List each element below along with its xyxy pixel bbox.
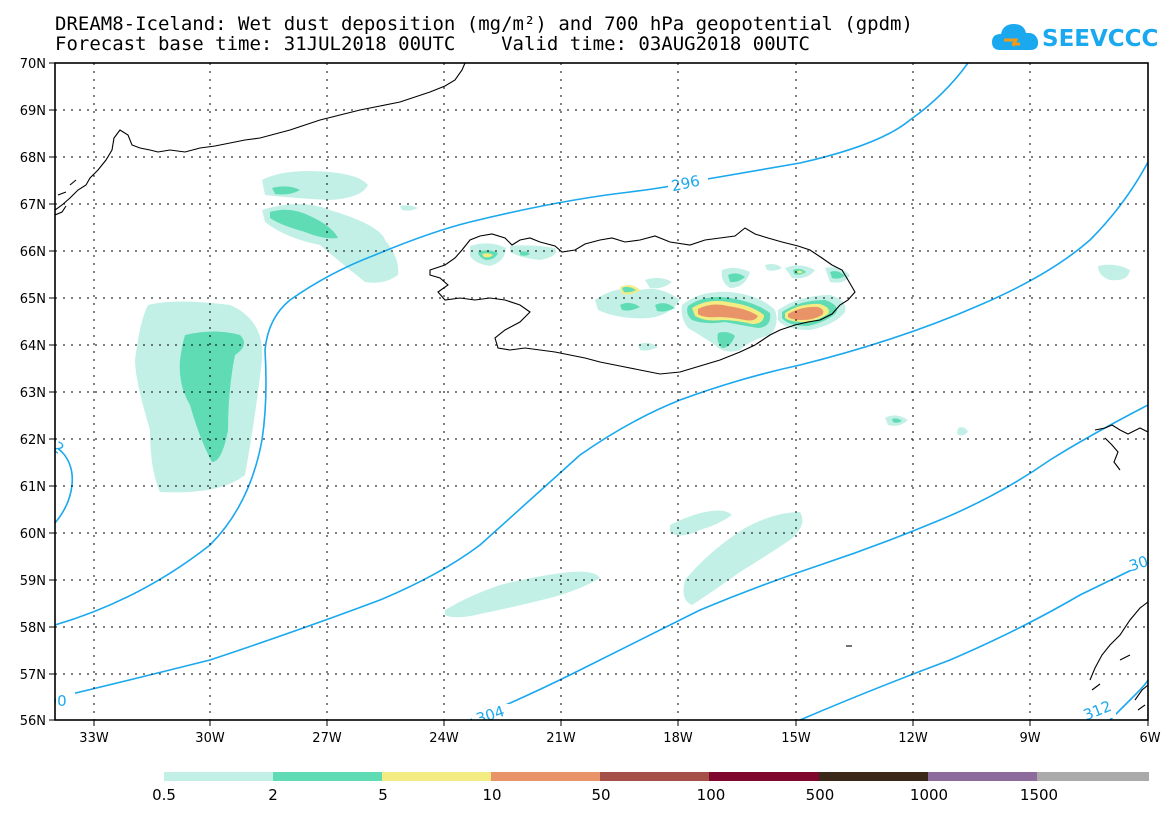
colorbar-swatch-2 xyxy=(273,772,383,781)
colorbar-swatch-3 xyxy=(382,772,492,781)
lat-label-62n: 62N xyxy=(20,433,46,448)
map-title-line-2: Forecast base time: 31JUL2018 00UTC Vali… xyxy=(55,33,810,55)
lon-label-24w: 24W xyxy=(429,731,459,746)
lat-label-64n: 64N xyxy=(20,339,46,354)
dust-deposition-field xyxy=(135,171,1130,618)
colorbar-label-10: 10 xyxy=(482,786,501,804)
lon-label-12w: 12W xyxy=(898,731,928,746)
seevccc-logo: SEEVCCC xyxy=(990,20,1158,60)
lat-label-63n: 63N xyxy=(20,386,46,401)
lon-label-9w: 9W xyxy=(1019,731,1040,746)
cloud-icon xyxy=(992,24,1039,50)
lon-label-6w: 6W xyxy=(1139,731,1160,746)
colorbar-label-500: 500 xyxy=(806,786,835,804)
contour-label-300: 300 xyxy=(38,692,67,710)
colorbar: 0.5 2 5 10 50 100 500 1000 1500 xyxy=(152,772,1149,804)
lat-label-61n: 61N xyxy=(20,480,46,495)
lat-label-65n: 65N xyxy=(20,292,46,307)
lat-label-67n: 67N xyxy=(20,198,46,213)
lat-label-70n: 70N xyxy=(20,57,46,72)
logo-text: SEEVCCC xyxy=(1042,26,1159,52)
colorbar-label-0-5: 0.5 xyxy=(152,786,176,804)
colorbar-swatch-5 xyxy=(600,772,710,781)
lon-label-33w: 33W xyxy=(79,731,109,746)
colorbar-swatch-6 xyxy=(709,772,820,781)
lat-label-69n: 69N xyxy=(20,104,46,119)
lat-label-66n: 66N xyxy=(20,245,46,260)
lat-label-57n: 57N xyxy=(20,668,46,683)
contour-label-308: 308 xyxy=(1127,549,1160,575)
colorbar-label-50: 50 xyxy=(591,786,610,804)
axis-ticks xyxy=(49,62,1149,726)
colorbar-label-2: 2 xyxy=(268,786,278,804)
lon-label-27w: 27W xyxy=(312,731,342,746)
lon-label-30w: 30W xyxy=(195,731,225,746)
colorbar-swatch-8 xyxy=(928,772,1038,781)
lon-label-18w: 18W xyxy=(663,731,693,746)
colorbar-swatch-1 xyxy=(164,772,274,781)
lat-label-59n: 59N xyxy=(20,574,46,589)
map-title-line-1: DREAM8-Iceland: Wet dust deposition (mg/… xyxy=(55,13,913,35)
colorbar-label-5: 5 xyxy=(378,786,388,804)
coastlines xyxy=(55,63,1148,711)
geopotential-contours xyxy=(55,63,1148,720)
lat-label-56n: 56N xyxy=(20,714,46,729)
lat-label-68n: 68N xyxy=(20,151,46,166)
lat-label-60n: 60N xyxy=(20,527,46,542)
colorbar-swatch-7 xyxy=(819,772,929,781)
colorbar-label-1000: 1000 xyxy=(910,786,948,804)
lon-label-15w: 15W xyxy=(781,731,811,746)
lat-label-58n: 58N xyxy=(20,621,46,636)
colorbar-label-100: 100 xyxy=(697,786,726,804)
colorbar-swatch-4 xyxy=(491,772,601,781)
lon-label-21w: 21W xyxy=(546,731,576,746)
colorbar-label-1500: 1500 xyxy=(1020,786,1058,804)
map-gridlines xyxy=(55,63,1148,720)
colorbar-swatch-9 xyxy=(1037,772,1149,781)
contour-label-296: 296 xyxy=(670,172,702,196)
